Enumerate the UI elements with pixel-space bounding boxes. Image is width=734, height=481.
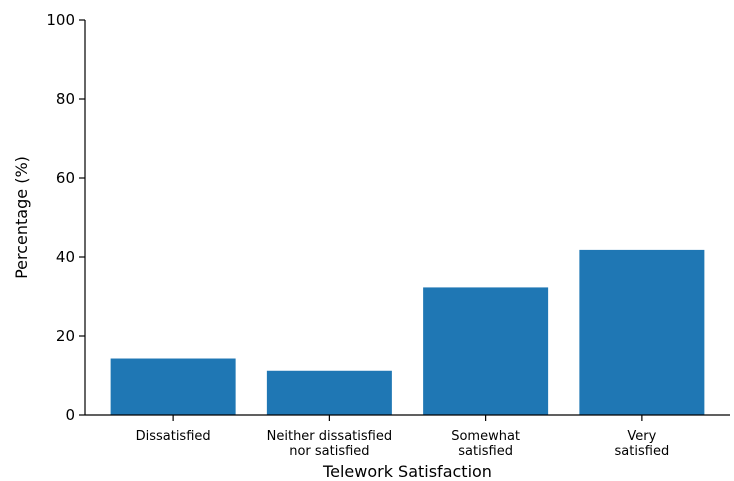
x-tick-label: Somewhat satisfied <box>451 429 520 459</box>
y-tick-label: 80 <box>56 90 75 108</box>
bar <box>110 358 236 415</box>
x-axis-ticks: Dissatisfied Neither dissatisfied nor sati… <box>136 415 670 459</box>
bar <box>579 249 705 415</box>
bar <box>266 370 392 415</box>
x-axis-label: Telework Satisfaction <box>322 462 492 481</box>
x-tick-label: Neither dissatisfied nor satisfied <box>267 429 392 459</box>
y-tick-label: 0 <box>65 406 75 424</box>
bars <box>110 249 705 415</box>
bar <box>423 287 549 415</box>
y-tick-label: 60 <box>56 169 75 187</box>
y-tick-label: 100 <box>46 11 75 29</box>
y-axis-label: Percentage (%) <box>12 156 31 279</box>
x-tick-label: Very satisfied <box>615 429 670 459</box>
x-tick-label: Dissatisfied <box>136 429 211 444</box>
y-tick-label: 20 <box>56 327 75 345</box>
y-tick-label: 40 <box>56 248 75 266</box>
y-axis-ticks: 0 20 40 60 80 100 <box>46 11 85 424</box>
